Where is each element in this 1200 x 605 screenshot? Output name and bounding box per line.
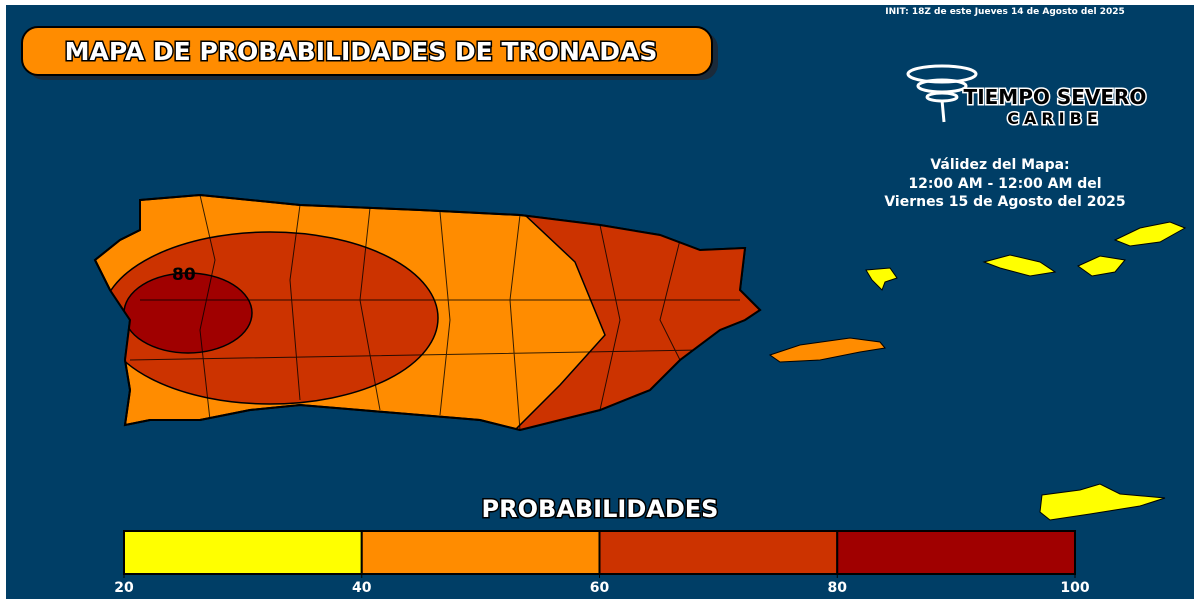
- logo-name: TIEMPO SEVERO: [964, 85, 1147, 109]
- vieques: [768, 337, 886, 363]
- contour-label: 80: [172, 265, 196, 285]
- colorbar-segment: [123, 530, 363, 575]
- legend-title: PROBABILIDADES: [482, 495, 719, 523]
- logo-icon: [906, 64, 978, 123]
- colorbar-segment: [836, 530, 1076, 575]
- tortola: [1113, 221, 1187, 247]
- validity-line: Válidez del Mapa:: [930, 157, 1069, 173]
- colorbar-tick-label: 100: [1060, 580, 1089, 596]
- colorbar-segment: [598, 530, 839, 575]
- logo-sub: CARIBE: [1007, 109, 1103, 128]
- init-text: INIT: 18Z de este Jueves 14 de Agosto de…: [885, 7, 1125, 17]
- title: MAPA DE PROBABILIDADES DE TRONADAS: [65, 37, 658, 66]
- colorbar-tick-label: 60: [590, 580, 610, 596]
- title-box: [21, 26, 713, 76]
- st-croix: [1039, 483, 1166, 521]
- zone-80-100: [123, 272, 253, 354]
- municipal-lines: [129, 195, 740, 430]
- colorbar-segment: [360, 530, 601, 575]
- validity-line: Viernes 15 de Agosto del 2025: [884, 194, 1125, 210]
- colorbar-tick-label: 20: [114, 580, 134, 596]
- st-thomas: [982, 254, 1057, 277]
- st-john: [1077, 255, 1126, 277]
- culebra: [865, 267, 898, 291]
- validity-line: 12:00 AM - 12:00 AM del: [908, 176, 1101, 192]
- colorbar-tick-label: 80: [828, 580, 848, 596]
- colorbar-tick-label: 40: [352, 580, 372, 596]
- colorbar: 20 40 60 80 100: [114, 530, 1090, 596]
